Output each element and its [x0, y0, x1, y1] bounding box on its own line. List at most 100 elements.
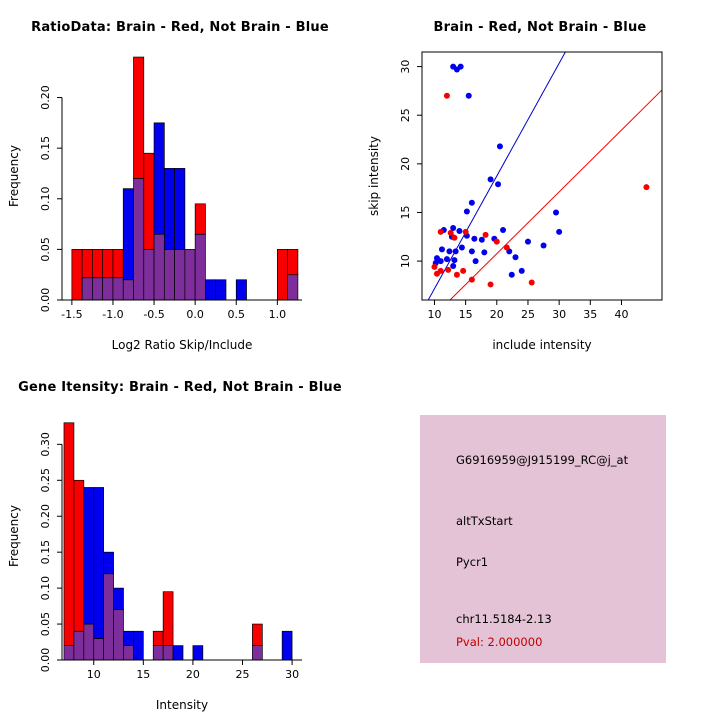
event-type-text: altTxStart: [456, 514, 513, 528]
scatter-point: [456, 227, 463, 234]
svg-text:-1.5: -1.5: [61, 308, 82, 321]
svg-text:0.25: 0.25: [39, 468, 52, 493]
scatter-point: [482, 231, 489, 238]
hist-bar: [281, 630, 293, 661]
svg-text:-0.5: -0.5: [143, 308, 164, 321]
svg-text:0.00: 0.00: [39, 648, 52, 673]
scatter-point: [553, 209, 560, 216]
fit-line: [449, 89, 662, 300]
hist-bar-overlap: [153, 233, 165, 301]
hist-bar-overlap: [93, 638, 105, 661]
hist-bar: [163, 168, 175, 250]
hist-bar-overlap: [184, 249, 196, 301]
svg-text:10: 10: [87, 668, 101, 681]
scatter-point: [493, 238, 500, 245]
scatter-point: [453, 271, 460, 278]
scatter-point: [468, 276, 475, 283]
hist-bar: [122, 188, 134, 281]
scatter-point: [643, 184, 650, 191]
scatter-point: [433, 270, 440, 277]
hist-bar: [215, 279, 227, 301]
scatter-point: [447, 229, 454, 236]
gene-chart-title: Gene Itensity: Brain - Red, Not Brain - …: [18, 380, 342, 395]
svg-text:0.30: 0.30: [39, 432, 52, 457]
hist-bar-overlap: [112, 277, 124, 301]
svg-text:20: 20: [186, 668, 200, 681]
hist-bar: [113, 587, 124, 611]
hist-bar-overlap: [163, 249, 175, 301]
gene-name-text: Pycr1: [456, 555, 489, 569]
hist-bar: [81, 249, 93, 279]
scatter-point: [528, 279, 535, 286]
svg-text:25: 25: [235, 668, 249, 681]
scatter-point: [451, 257, 458, 264]
scatter-point: [468, 248, 475, 255]
hist-bar: [152, 630, 164, 646]
scatter-point: [495, 181, 502, 188]
hist-bar-overlap: [194, 233, 206, 301]
intensity-scatter-plot: 10 15 20 25 30 35 40 10 15 20 25 30: [399, 51, 663, 321]
scatter-point: [478, 236, 485, 243]
scatter-point: [438, 246, 445, 253]
scatter-point: [443, 92, 450, 99]
scatter-point: [540, 242, 547, 249]
hist-bar: [172, 645, 184, 661]
ratio-y-axis-label: Frequency: [7, 145, 21, 207]
svg-text:20: 20: [490, 308, 504, 321]
scatter-point: [450, 225, 457, 232]
svg-text:30: 30: [285, 668, 299, 681]
svg-text:1.0: 1.0: [269, 308, 287, 321]
hist-bar: [93, 487, 105, 639]
scatter-point: [518, 267, 525, 274]
scatter-point: [500, 226, 507, 233]
hist-bar: [252, 623, 263, 646]
scatter-point: [471, 235, 478, 242]
hist-bar-overlap: [133, 178, 145, 301]
scatter-chart-title: Brain - Red, Not Brain - Blue: [433, 20, 647, 35]
svg-text:-1.0: -1.0: [102, 308, 123, 321]
scatter-point: [481, 249, 488, 256]
location-text: chr11.5184-2.13: [456, 612, 552, 626]
scatter-point: [512, 254, 519, 261]
scatter-point: [465, 92, 472, 99]
hist-bar-overlap: [63, 645, 75, 661]
svg-text:0.0: 0.0: [186, 308, 204, 321]
svg-text:0.10: 0.10: [39, 576, 52, 601]
ratio-x-axis-label: Log2 Ratio Skip/Include: [111, 338, 253, 352]
svg-text:15: 15: [459, 308, 473, 321]
hist-bar: [174, 168, 186, 250]
hist-bar: [133, 56, 145, 179]
pval-text: Pval: 2.000000: [456, 635, 543, 649]
hist-bar-overlap: [83, 623, 95, 661]
svg-text:0.05: 0.05: [39, 237, 52, 262]
hist-bar: [71, 249, 83, 301]
gene-y-axis-label: Frequency: [7, 505, 21, 567]
scatter-point: [556, 228, 563, 235]
svg-text:0.20: 0.20: [39, 504, 52, 529]
scatter-point: [443, 256, 450, 263]
hist-bar: [192, 645, 204, 661]
info-panel: G6916959@J915199_RC@j_at altTxStart Pycr…: [420, 415, 666, 663]
hist-bar-overlap: [73, 630, 85, 661]
scatter-y-axis-label: skip intensity: [367, 136, 381, 216]
hist-bar: [73, 479, 85, 632]
scatter-point: [462, 228, 469, 235]
scatter-point: [487, 281, 494, 288]
ratio-chart-title: RatioData: Brain - Red, Not Brain - Blue: [31, 20, 329, 35]
hist-bar-overlap: [143, 249, 155, 301]
hist-bar-overlap: [162, 645, 174, 661]
svg-text:30: 30: [552, 308, 566, 321]
scatter-point: [472, 258, 479, 265]
hist-bar: [133, 630, 144, 661]
scatter-point: [450, 262, 457, 269]
scatter-point: [508, 271, 515, 278]
scatter-point: [468, 199, 475, 206]
scatter-point: [463, 208, 470, 215]
hist-bar: [103, 551, 114, 575]
svg-text:0.00: 0.00: [39, 288, 52, 313]
hist-bar: [287, 249, 299, 276]
scatter-point: [437, 228, 444, 235]
hist-bar: [143, 152, 155, 250]
probe-id-text: G6916959@J915199_RC@j_at: [456, 453, 629, 467]
scatter-point: [458, 244, 465, 251]
